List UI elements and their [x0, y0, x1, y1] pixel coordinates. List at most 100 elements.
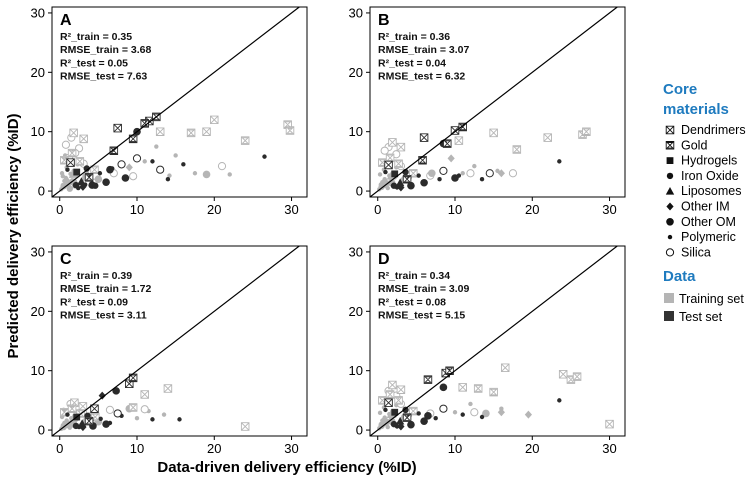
stat-text: RMSE_train = 3.07 — [378, 44, 469, 56]
stat-text: RMSE_train = 3.09 — [378, 283, 469, 295]
legend-label: Gold — [681, 138, 707, 152]
legend-label: Polymeric — [681, 230, 736, 244]
data-point-dendrimers-test — [113, 123, 122, 133]
data-point-gold-train — [240, 136, 250, 145]
identity-line — [52, 7, 300, 197]
data-point-other-im-test — [397, 422, 405, 431]
panel-label: D — [378, 251, 390, 268]
data-point-dendrimers-train — [396, 142, 406, 152]
data-point-dendrimers-train — [605, 419, 614, 429]
data-point-liposomes-test — [77, 177, 86, 185]
legend-title-materials: materials — [663, 101, 729, 118]
data-point-liposomes-train — [386, 410, 396, 419]
data-point-iron-oxide-test — [72, 181, 80, 189]
data-point-liposomes-test — [77, 419, 87, 427]
data-point-silica-test — [113, 409, 122, 418]
data-point-silica-test — [117, 160, 126, 169]
stat-text: R²_test = 0.05 — [60, 57, 128, 69]
data-point-other-om-test — [112, 387, 120, 395]
data-point-gold-train — [186, 128, 196, 138]
legend-label: Other IM — [681, 200, 730, 214]
data-point-dendrimers-train — [500, 363, 510, 372]
y-axis-title: Predicted delivery efficiency (%ID) — [5, 113, 22, 358]
data-point-other-om-test — [424, 412, 432, 420]
data-point-dendrimers-train — [202, 127, 211, 136]
data-point-polymeric-test — [65, 412, 70, 417]
data-point-dendrimers-train — [210, 115, 219, 125]
data-point-gold-train — [67, 404, 77, 413]
data-point-polymeric-test — [416, 173, 421, 178]
stat-text: R²_test = 0.08 — [378, 296, 446, 308]
data-point-dendrimers-test — [90, 404, 99, 413]
plot-frame — [369, 245, 626, 437]
data-point-gold-train — [75, 157, 85, 166]
legend-title-data: Data — [663, 268, 696, 285]
y-tick-label: 10 — [349, 363, 363, 378]
x-tick-label: 30 — [602, 202, 616, 217]
panel-b: 0 10 20 30 0 10 20 30 B R²_train = 0.36RMSE_train… — [349, 5, 626, 217]
data-point-silica-train — [105, 405, 115, 414]
data-point-polymeric-train — [60, 174, 66, 179]
data-point-silica-test — [132, 154, 142, 163]
y-tick-label: 30 — [31, 5, 45, 20]
data-point-other-om-train — [202, 170, 211, 179]
data-point-silica-test — [156, 165, 165, 174]
data-point-polymeric-train — [142, 159, 147, 164]
data-point-gold-train — [128, 403, 138, 412]
data-point-polymeric-train — [173, 153, 178, 158]
data-point-polymeric-train — [472, 163, 477, 169]
data-point-dendrimers-train — [558, 370, 568, 379]
legend-item-dendrimers: Dendrimers — [665, 123, 746, 137]
panel-label: B — [378, 12, 390, 29]
other-im-legend-icon — [666, 202, 674, 211]
data-point-polymeric-train — [154, 144, 159, 149]
x-tick-label: 0 — [56, 202, 63, 217]
legend-data-test-set: Test set — [664, 310, 723, 324]
legend-item-silica: Silica — [665, 245, 711, 259]
data-point-other-om-test — [121, 174, 130, 182]
data-point-gold-train — [572, 372, 582, 381]
data-point-liposomes-test — [395, 416, 405, 425]
data-point-gold-test — [423, 375, 433, 384]
data-point-gold-test — [402, 174, 412, 184]
plot-area — [370, 246, 618, 436]
data-point-dendrimers-train — [543, 133, 552, 142]
data-point-gold-test — [402, 413, 412, 422]
data-point-gold-test — [84, 416, 94, 426]
data-point-polymeric-test — [437, 176, 442, 182]
data-point-gold-train — [409, 406, 418, 416]
legend-label: Training set — [679, 292, 744, 306]
x-tick-label: 20 — [207, 202, 221, 217]
legend-label: Other OM — [681, 215, 736, 229]
data-point-polymeric-test — [150, 159, 155, 164]
data-point-dendrimers-train — [69, 128, 78, 138]
stat-text: R²_train = 0.36 — [378, 31, 450, 43]
data-point-iron-oxide-test — [390, 420, 398, 428]
data-point-dendrimers-train — [458, 383, 467, 392]
data-point-polymeric-test — [479, 414, 485, 420]
data-point-polymeric-test — [433, 415, 438, 421]
data-point-dendrimers-train — [163, 384, 173, 393]
data-point-polymeric-test — [262, 154, 267, 159]
data-point-polymeric-test — [177, 417, 182, 422]
x-tick-label: 30 — [284, 441, 298, 456]
data-point-gold-test — [84, 173, 94, 182]
data-point-silica-train — [140, 405, 149, 414]
data-point-silica-test — [439, 166, 448, 175]
data-point-polymeric-test — [383, 407, 388, 413]
x-tick-label: 10 — [448, 202, 462, 217]
data-point-silica-test — [439, 404, 448, 413]
data-point-iron-oxide-test — [83, 165, 90, 172]
x-tick-label: 20 — [525, 202, 539, 217]
plot-area — [52, 246, 300, 436]
legend-data-training-set: Training set — [664, 292, 744, 306]
y-tick-label: 20 — [31, 304, 45, 319]
data-point-polymeric-train — [452, 410, 458, 415]
data-point-gold-train — [394, 159, 403, 168]
data-point-gold-train — [394, 396, 403, 405]
x-tick-label: 10 — [130, 441, 144, 456]
silica-legend-icon — [665, 248, 675, 257]
data-point-other-om-test — [102, 178, 110, 186]
data-point-polymeric-train — [192, 171, 198, 176]
data-point-gold-train — [489, 387, 498, 397]
